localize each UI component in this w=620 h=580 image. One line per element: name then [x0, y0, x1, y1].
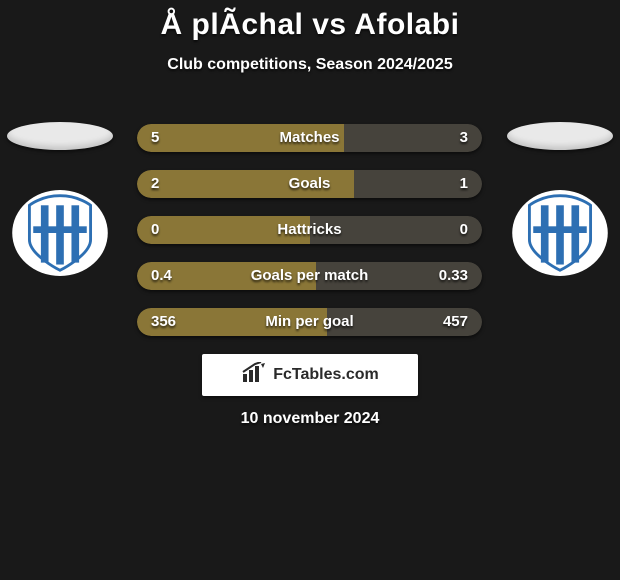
- subtitle: Club competitions, Season 2024/2025: [0, 56, 620, 74]
- stat-label: Goals: [137, 170, 482, 198]
- club-badge-right: [512, 190, 608, 276]
- stat-row: 53Matches: [137, 124, 482, 152]
- stat-row: 356457Min per goal: [137, 308, 482, 336]
- flag-left: [7, 122, 113, 150]
- stat-row: 0.40.33Goals per match: [137, 262, 482, 290]
- club-badge-left: [12, 190, 108, 276]
- flag-right: [507, 122, 613, 150]
- brand-text: FcTables.com: [273, 366, 379, 384]
- stat-row: 21Goals: [137, 170, 482, 198]
- stat-row: 00Hattricks: [137, 216, 482, 244]
- player-right-panel: [500, 122, 620, 276]
- page-title: Å plÃ­chal vs Afolabi: [0, 0, 620, 42]
- branding-box[interactable]: FcTables.com: [202, 354, 418, 396]
- stat-label: Min per goal: [137, 308, 482, 336]
- date-footer: 10 november 2024: [0, 410, 620, 428]
- stat-label: Hattricks: [137, 216, 482, 244]
- comparison-bars: 53Matches 21Goals 00Hattricks 0.40.33Goals …: [137, 124, 482, 354]
- brand-chart-icon: [241, 362, 267, 389]
- stat-label: Matches: [137, 124, 482, 152]
- player-left-panel: [0, 122, 120, 276]
- stat-label: Goals per match: [137, 262, 482, 290]
